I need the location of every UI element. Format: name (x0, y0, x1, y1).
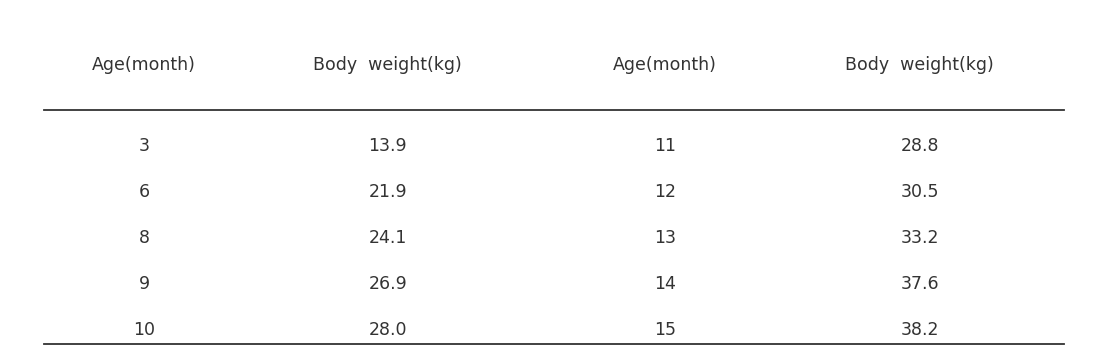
Text: 11: 11 (654, 137, 676, 155)
Text: 15: 15 (654, 321, 676, 339)
Text: 9: 9 (138, 275, 150, 293)
Text: 6: 6 (138, 183, 150, 201)
Text: 28.0: 28.0 (369, 321, 407, 339)
Text: 26.9: 26.9 (369, 275, 407, 293)
Text: 38.2: 38.2 (901, 321, 938, 339)
Text: 21.9: 21.9 (369, 183, 407, 201)
Text: 12: 12 (654, 183, 676, 201)
Text: 24.1: 24.1 (369, 229, 407, 247)
Text: Age(month): Age(month) (92, 56, 196, 74)
Text: 28.8: 28.8 (901, 137, 938, 155)
Text: Body  weight(kg): Body weight(kg) (845, 56, 994, 74)
Text: 37.6: 37.6 (901, 275, 938, 293)
Text: 8: 8 (138, 229, 150, 247)
Text: 30.5: 30.5 (901, 183, 938, 201)
Text: 33.2: 33.2 (901, 229, 938, 247)
Text: Body  weight(kg): Body weight(kg) (314, 56, 462, 74)
Text: 14: 14 (654, 275, 676, 293)
Text: 3: 3 (138, 137, 150, 155)
Text: Age(month): Age(month) (613, 56, 717, 74)
Text: 13.9: 13.9 (369, 137, 407, 155)
Text: 10: 10 (133, 321, 155, 339)
Text: 13: 13 (654, 229, 676, 247)
